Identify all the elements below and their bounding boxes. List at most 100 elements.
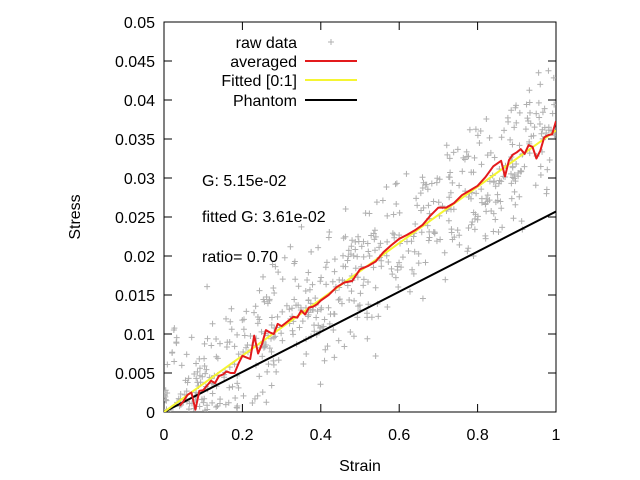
raw-data-point [295, 283, 302, 290]
raw-data-point [296, 324, 303, 331]
raw-data-point [281, 254, 288, 261]
raw-data-point [472, 126, 479, 133]
raw-data-point [505, 118, 512, 125]
raw-data-point [372, 353, 379, 360]
raw-data-point [487, 149, 494, 156]
raw-data-point [214, 355, 221, 362]
raw-data-point [417, 190, 424, 197]
raw-data-point [418, 229, 425, 236]
legend-label-fitted: Fitted [0:1] [221, 73, 297, 90]
raw-data-point [441, 249, 448, 256]
raw-data-point [299, 318, 306, 325]
raw-data-point [229, 383, 236, 390]
y-tick-label: 0.005 [115, 366, 155, 383]
raw-data-point [471, 215, 478, 222]
raw-data-point [456, 241, 463, 248]
raw-data-point [223, 344, 230, 351]
series-line-fitted-0-1 [164, 129, 556, 412]
raw-data-point [511, 124, 518, 131]
raw-data-point [396, 259, 403, 266]
raw-data-point [345, 253, 352, 260]
raw-data-point [523, 101, 530, 108]
raw-data-point [331, 256, 338, 263]
raw-data-point [419, 295, 426, 302]
raw-data-point [287, 243, 294, 250]
raw-data-point [513, 119, 520, 126]
raw-data-point [201, 395, 208, 402]
raw-data-point [200, 399, 207, 406]
raw-data-point [418, 207, 425, 214]
raw-data-point [398, 264, 405, 271]
raw-data-point [227, 318, 234, 325]
raw-data-point [338, 300, 345, 307]
raw-data-point [454, 227, 461, 234]
raw-data-point [375, 313, 382, 320]
raw-data-point [268, 335, 274, 342]
raw-data-point [537, 172, 544, 179]
raw-data-point [326, 320, 333, 327]
raw-data-point [497, 198, 504, 205]
raw-data-point [310, 306, 317, 313]
raw-data-point [426, 234, 433, 241]
raw-data-point [515, 169, 522, 176]
raw-data-point [509, 174, 516, 181]
raw-data-point [221, 374, 228, 381]
raw-data-point [370, 230, 377, 237]
raw-data-point [371, 236, 378, 243]
raw-data-point [491, 178, 498, 185]
raw-data-point [364, 314, 371, 321]
raw-data-point [308, 248, 315, 255]
raw-data-point [213, 336, 220, 343]
raw-data-point [510, 215, 517, 222]
raw-data-point [362, 210, 369, 217]
raw-data-point [535, 69, 542, 76]
raw-data-point [331, 268, 338, 275]
raw-data-point [259, 389, 266, 396]
raw-data-point [300, 361, 307, 368]
raw-data-point [476, 139, 483, 146]
raw-data-point [494, 191, 501, 198]
raw-data-point [322, 264, 329, 271]
raw-data-point [412, 221, 419, 228]
raw-data-point [376, 244, 383, 251]
raw-data-point [216, 400, 223, 407]
raw-data-point [425, 202, 432, 209]
raw-data-point [526, 87, 533, 94]
y-tick-label: 0.025 [115, 210, 155, 227]
raw-data-point [349, 237, 356, 244]
raw-data-point [516, 109, 523, 116]
raw-data-point [209, 399, 216, 406]
raw-data-point [183, 351, 190, 358]
raw-data-point [430, 228, 437, 235]
raw-data-point [419, 174, 426, 181]
raw-data-point [449, 236, 456, 243]
raw-data-point [164, 397, 169, 404]
raw-data-point [354, 274, 361, 281]
raw-data-point [235, 351, 242, 358]
raw-data-point [269, 261, 276, 268]
raw-data-point [377, 240, 384, 247]
raw-data-point [326, 229, 333, 236]
raw-data-point [537, 163, 544, 170]
raw-data-point [311, 328, 318, 335]
x-tick-label: 0 [160, 427, 169, 444]
legend: raw data averaged Fitted [0:1] Phantom [221, 35, 357, 110]
raw-data-point [315, 244, 322, 251]
raw-data-point [433, 179, 440, 186]
raw-data-point [327, 311, 334, 318]
raw-data-point [350, 252, 357, 259]
raw-data-point [449, 179, 456, 186]
raw-data-point [508, 170, 515, 177]
y-tick-label: 0.015 [115, 288, 155, 305]
legend-marker-raw-data [328, 39, 334, 45]
raw-data-point [240, 326, 247, 333]
raw-data-point [531, 124, 538, 131]
raw-data-point [483, 116, 490, 123]
raw-data-point [388, 265, 395, 272]
raw-data-point [538, 130, 545, 137]
raw-data-point [365, 301, 372, 308]
raw-data-point [468, 221, 475, 228]
raw-data-point [423, 181, 430, 188]
raw-data-point [225, 399, 232, 406]
raw-data-point [456, 182, 463, 189]
